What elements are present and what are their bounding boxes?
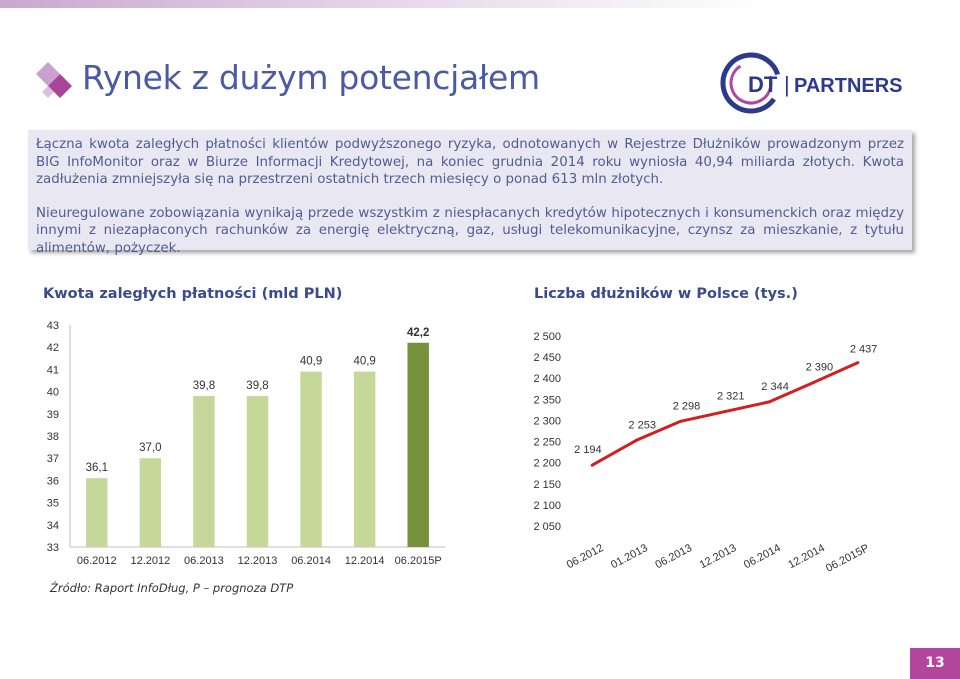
bar <box>139 458 162 547</box>
x-tick-label: 01.2013 <box>609 542 650 571</box>
bar <box>353 371 376 547</box>
x-tick-label: 06.2012 <box>77 555 117 567</box>
x-tick-label: 06.2014 <box>291 555 331 567</box>
y-tick-label: 33 <box>47 542 59 554</box>
y-tick-label: 2 100 <box>533 500 561 512</box>
bar <box>246 396 269 547</box>
bar-chart-title: Kwota zaległych płatności (mld PLN) <box>43 286 343 302</box>
x-tick-label: 12.2014 <box>345 555 385 567</box>
data-point <box>812 380 816 384</box>
y-tick-label: 39 <box>47 409 59 421</box>
top-decorative-band <box>0 0 960 8</box>
data-point <box>634 438 638 442</box>
y-tick-label: 2 150 <box>533 479 561 491</box>
y-tick-label: 36 <box>47 475 59 487</box>
data-point <box>767 400 771 404</box>
y-tick-label: 35 <box>47 498 59 510</box>
y-tick-label: 2 350 <box>533 394 561 406</box>
series-line <box>591 361 859 467</box>
data-label: 39,8 <box>193 380 215 392</box>
data-label: 2 253 <box>628 419 656 431</box>
y-tick-label: 2 050 <box>533 521 561 533</box>
x-tick-label: 12.2013 <box>238 555 278 567</box>
dt-partners-logo: DT | PARTNERS <box>720 52 903 114</box>
bar <box>407 342 429 547</box>
y-tick-label: 37 <box>47 453 59 465</box>
y-tick-label: 38 <box>47 431 59 443</box>
y-tick-label: 42 <box>47 342 59 354</box>
data-label: 42,2 <box>407 327 429 339</box>
x-tick-label: 12.2012 <box>130 555 170 567</box>
y-tick-label: 2 500 <box>533 331 561 343</box>
bar-chart: 33 34 35 36 37 38 39 40 41 42 43 36,1 06.2012 37,0 12.… <box>47 320 445 567</box>
data-label: 40,9 <box>300 356 322 368</box>
x-tick-label: 12.2013 <box>698 542 739 571</box>
data-point <box>856 361 860 365</box>
y-tick-label: 2 300 <box>533 415 561 427</box>
source-note: Źródło: Raport InfoDług, P – prognoza DT… <box>50 581 294 595</box>
brand-dt: DT <box>748 72 778 97</box>
bar <box>86 478 108 547</box>
bar <box>193 396 215 547</box>
data-point <box>590 463 594 467</box>
x-tick-label: 06.2015P <box>395 555 442 567</box>
info-paragraph-2: Nieuregulowane zobowiązania wynikają prz… <box>36 205 904 256</box>
data-label: 2 437 <box>850 344 878 356</box>
y-tick-label: 40 <box>47 387 59 399</box>
data-label: 2 298 <box>673 400 701 412</box>
y-tick-label: 2 450 <box>533 352 561 364</box>
x-tick-label: 12.2014 <box>786 542 827 571</box>
data-label: 37,0 <box>139 442 161 454</box>
data-label: 2 321 <box>717 391 745 403</box>
data-label: 39,8 <box>246 380 268 392</box>
x-tick-label: 06.2012 <box>565 542 606 571</box>
data-point <box>679 419 683 423</box>
info-box: Łączna kwota zaległych płatności klientó… <box>28 130 912 256</box>
x-tick-label: 06.2013 <box>184 555 224 567</box>
y-tick-label: 2 200 <box>533 458 561 470</box>
data-label: 2 390 <box>806 361 834 373</box>
info-paragraph-1: Łączna kwota zaległych płatności klientó… <box>36 137 904 187</box>
page-number: 13 <box>910 648 960 679</box>
y-tick-label: 2 400 <box>533 373 561 385</box>
page-title: Rynek z dużym potencjałem <box>82 58 540 97</box>
data-label: 40,9 <box>353 356 375 368</box>
y-tick-label: 43 <box>47 320 59 332</box>
brand-partners: PARTNERS <box>794 75 903 97</box>
data-point <box>723 410 727 414</box>
data-label: 2 344 <box>761 381 789 393</box>
y-tick-label: 34 <box>47 520 59 532</box>
diamond-logo-icon <box>36 62 72 98</box>
y-tick-label: 2 250 <box>533 437 561 449</box>
x-tick-label: 06.2014 <box>742 542 783 571</box>
x-tick-label: 06.2015P <box>824 542 871 572</box>
bar <box>300 371 322 547</box>
brand-separator: | <box>784 72 790 97</box>
data-label: 36,1 <box>86 462 108 474</box>
data-label: 2 194 <box>574 444 602 456</box>
x-tick-label: 06.2013 <box>653 542 694 571</box>
line-chart-title: Liczba dłużników w Polsce (tys.) <box>534 286 798 302</box>
y-tick-label: 41 <box>47 364 59 376</box>
line-chart: 2 050 2 100 2 150 2 200 2 250 2 300 2 350 2 400… <box>533 331 878 572</box>
